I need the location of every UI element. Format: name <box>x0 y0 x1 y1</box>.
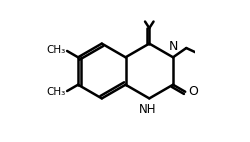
Text: CH₃: CH₃ <box>46 45 66 55</box>
Text: N: N <box>169 40 178 53</box>
Text: CH₃: CH₃ <box>46 87 66 97</box>
Text: NH: NH <box>139 103 157 116</box>
Text: O: O <box>189 85 198 98</box>
